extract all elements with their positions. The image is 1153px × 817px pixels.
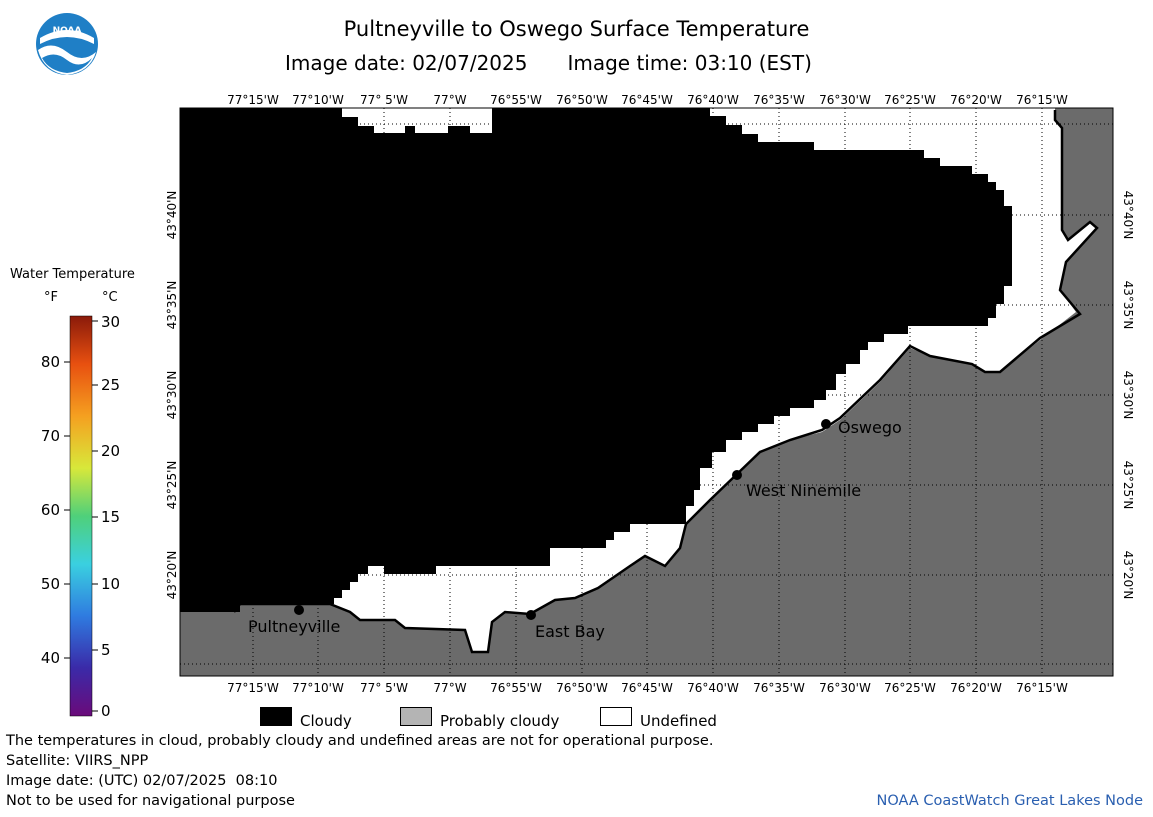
lon-label: 77°10'W bbox=[292, 93, 344, 107]
legend-f-tick: 40 bbox=[41, 649, 60, 667]
legend-c-tick: 5 bbox=[101, 641, 111, 659]
legend-c-tick: 30 bbox=[101, 313, 120, 331]
noaa-logo: NOAA bbox=[36, 13, 98, 75]
image-time: Image time: 03:10 (EST) bbox=[567, 51, 812, 75]
place-marker-pultneyville bbox=[294, 605, 304, 615]
place-marker-oswego bbox=[821, 419, 831, 429]
lon-label: 77°W bbox=[433, 93, 466, 107]
graticule bbox=[180, 108, 1113, 676]
legend-c-tick: 25 bbox=[101, 376, 120, 394]
lat-label: 43°40'N bbox=[1121, 191, 1135, 240]
image-date: Image date: 02/07/2025 bbox=[285, 51, 528, 75]
lon-label: 76°45'W bbox=[621, 93, 673, 107]
lon-label: 76°35'W bbox=[753, 93, 805, 107]
lon-label: 76°40'W bbox=[687, 93, 739, 107]
legend-c-tick: 0 bbox=[101, 702, 111, 720]
lon-label: 76°45'W bbox=[621, 681, 673, 695]
legend-c-tick: 20 bbox=[101, 442, 120, 460]
lon-label: 77°10'W bbox=[292, 681, 344, 695]
lon-label: 76°55'W bbox=[490, 93, 542, 107]
lat-label: 43°25'N bbox=[165, 461, 179, 510]
place-marker-east-bay bbox=[526, 610, 536, 620]
legend-f-tick-marks bbox=[64, 361, 70, 659]
footer-utc-date: Image date: (UTC) 02/07/2025 08:10 bbox=[6, 773, 278, 789]
legend-unit-c: °C bbox=[102, 290, 118, 305]
coastline bbox=[233, 110, 1099, 654]
legend-unit-f: °F bbox=[44, 290, 58, 305]
lat-labels-right: 43°40'N 43°35'N 43°30'N 43°25'N 43°20'N bbox=[1121, 191, 1135, 600]
lon-label: 77°15'W bbox=[227, 93, 279, 107]
place-label-west-ninemile: West Ninemile bbox=[746, 481, 861, 500]
footer-disclaimer: The temperatures in cloud, probably clou… bbox=[6, 733, 714, 749]
place-label-east-bay: East Bay bbox=[535, 622, 605, 641]
footer-navigation-warning: Not to be used for navigational purpose bbox=[6, 793, 295, 809]
lat-labels-left: 43°40'N 43°35'N 43°30'N 43°25'N 43°20'N bbox=[165, 191, 179, 600]
lon-label: 76°15'W bbox=[1016, 93, 1068, 107]
lon-label: 77°W bbox=[433, 681, 466, 695]
lat-label: 43°20'N bbox=[1121, 551, 1135, 600]
place-label-oswego: Oswego bbox=[838, 418, 902, 437]
image-datetime: Image date: 02/07/2025 Image time: 03:10 … bbox=[285, 51, 812, 75]
lat-label: 43°35'N bbox=[1121, 281, 1135, 330]
lon-label: 76°55'W bbox=[490, 681, 542, 695]
map-frame bbox=[179, 107, 1114, 677]
map-panel bbox=[179, 107, 1114, 677]
legend-c-tick: 10 bbox=[101, 575, 120, 593]
lon-labels-bottom: 77°15'W 77°10'W 77° 5'W 77°W 76°55'W 76°… bbox=[227, 681, 1068, 695]
lon-label: 77° 5'W bbox=[360, 93, 408, 107]
lon-label: 76°40'W bbox=[687, 681, 739, 695]
lon-label: 76°35'W bbox=[753, 681, 805, 695]
lon-label: 76°30'W bbox=[819, 681, 871, 695]
lat-label: 43°25'N bbox=[1121, 461, 1135, 510]
lon-label: 76°15'W bbox=[1016, 681, 1068, 695]
legend-f-tick: 80 bbox=[41, 353, 60, 371]
temperature-legend: Water Temperature °F °C 80 70 60 50 40 3… bbox=[10, 267, 135, 720]
lon-label: 76°20'W bbox=[950, 681, 1002, 695]
footer-satellite: Satellite: VIIRS_NPP bbox=[6, 753, 149, 769]
footer-credit: NOAA CoastWatch Great Lakes Node bbox=[876, 793, 1143, 809]
lon-label: 76°20'W bbox=[950, 93, 1002, 107]
legend-title: Water Temperature bbox=[10, 267, 135, 282]
place-label-pultneyville: Pultneyville bbox=[248, 617, 340, 636]
lon-label: 76°50'W bbox=[556, 93, 608, 107]
lat-label: 43°30'N bbox=[165, 371, 179, 420]
key-swatch-cloudy bbox=[260, 707, 292, 726]
noaa-logo-text: NOAA bbox=[53, 26, 82, 36]
key-swatch-probably-cloudy bbox=[400, 707, 432, 726]
lon-labels-top: 77°15'W 77°10'W 77° 5'W 77°W 76°55'W 76°… bbox=[227, 93, 1068, 107]
key-label-probably-cloudy: Probably cloudy bbox=[440, 712, 560, 730]
lon-label: 76°50'W bbox=[556, 681, 608, 695]
legend-f-tick: 50 bbox=[41, 575, 60, 593]
legend-f-ticks: 80 70 60 50 40 bbox=[41, 353, 60, 667]
lon-label: 76°30'W bbox=[819, 93, 871, 107]
lat-label: 43°35'N bbox=[165, 281, 179, 330]
lon-label: 77°15'W bbox=[227, 681, 279, 695]
lat-label: 43°40'N bbox=[165, 191, 179, 240]
legend-color-bar bbox=[69, 315, 93, 717]
legend-c-tick: 15 bbox=[101, 508, 120, 526]
key-label-cloudy: Cloudy bbox=[300, 712, 352, 730]
lat-label: 43°30'N bbox=[1121, 371, 1135, 420]
cloudy-area bbox=[180, 108, 1012, 612]
key-label-undefined: Undefined bbox=[640, 712, 717, 730]
legend-f-tick: 70 bbox=[41, 427, 60, 445]
place-marker-west-ninemile bbox=[732, 470, 742, 480]
lon-label: 77° 5'W bbox=[360, 681, 408, 695]
legend-f-tick: 60 bbox=[41, 501, 60, 519]
legend-c-ticks: 30 25 20 15 10 5 0 bbox=[101, 313, 120, 720]
page-title: Pultneyville to Oswego Surface Temperatu… bbox=[343, 17, 810, 41]
place-markers: Oswego West Ninemile Pultneyville East B… bbox=[248, 418, 902, 641]
lon-label: 76°25'W bbox=[884, 93, 936, 107]
key-swatch-undefined bbox=[600, 707, 632, 726]
legend-c-tick-marks bbox=[92, 320, 98, 712]
lon-label: 76°25'W bbox=[884, 681, 936, 695]
lat-label: 43°20'N bbox=[165, 551, 179, 600]
